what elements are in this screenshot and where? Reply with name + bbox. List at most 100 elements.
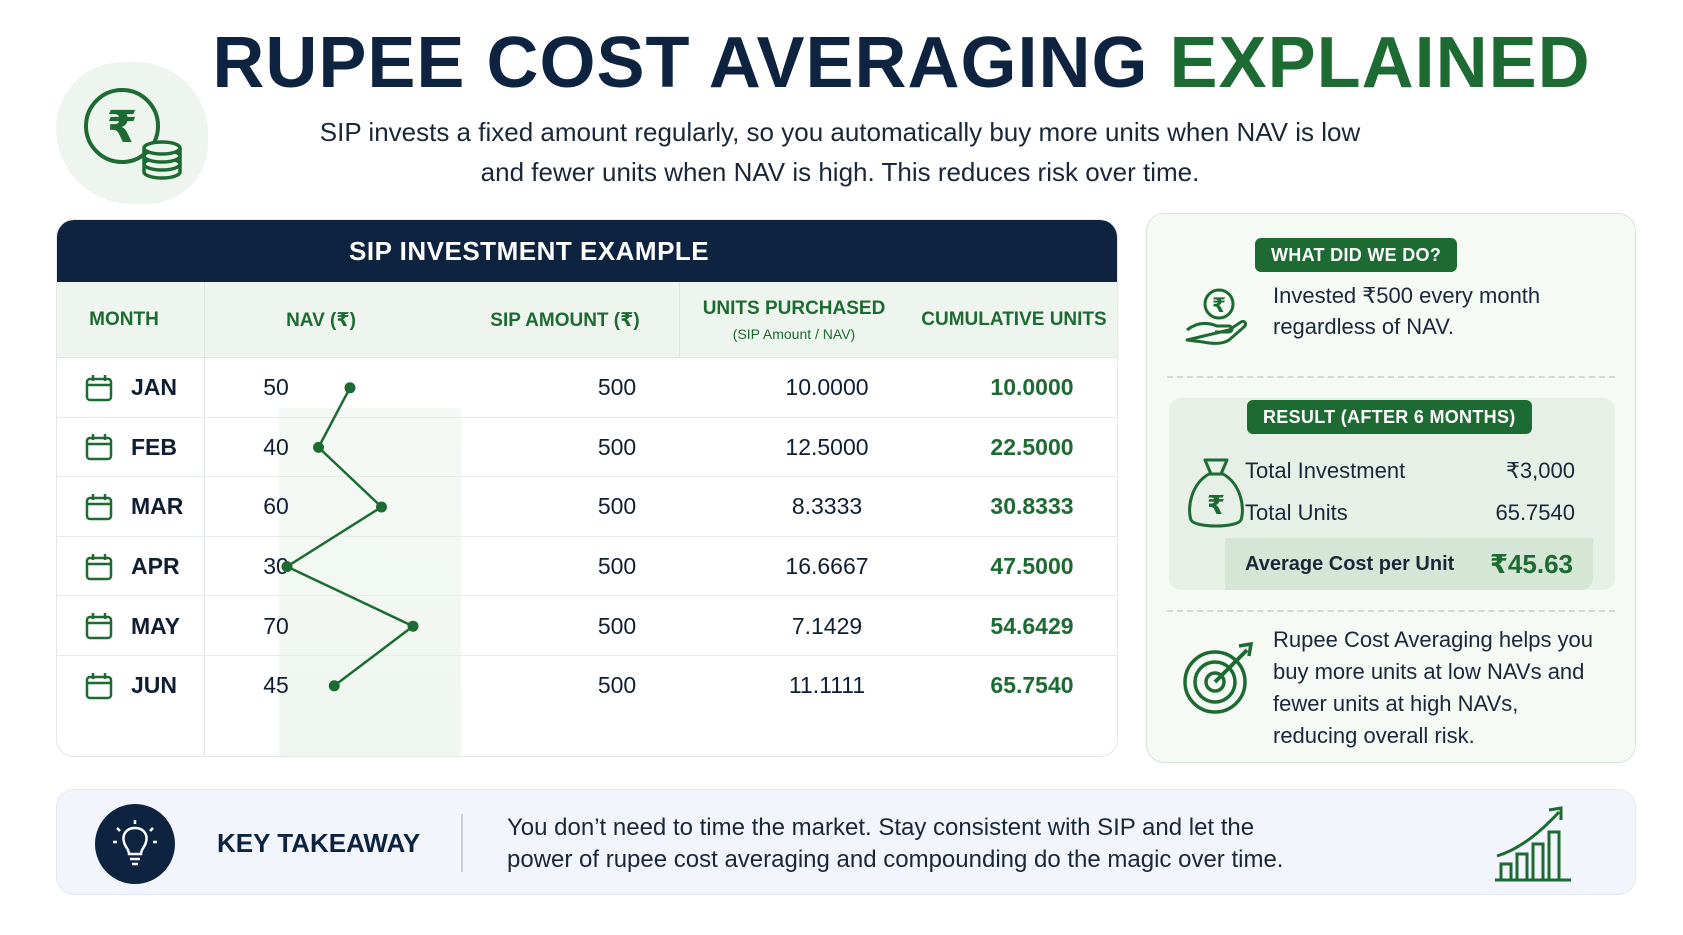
month-cell: MAY — [85, 596, 235, 656]
table-row: MAY 70 500 7.1429 54.6429 — [57, 596, 1117, 656]
sip-cell: 500 — [597, 493, 637, 520]
month-cell: APR — [85, 537, 235, 597]
col-cumulative: CUMULATIVE UNITS — [909, 282, 1117, 358]
what-pill: WHAT DID WE DO? — [1255, 238, 1458, 272]
total-units-row: Total Units 65.7540 — [1245, 500, 1575, 526]
nav-cell: 50 — [263, 374, 289, 401]
col-month-label: MONTH — [89, 309, 159, 330]
benefit-line-2: buy more units at low NAVs and — [1273, 659, 1585, 684]
benefit-line-4: reducing overall risk. — [1273, 723, 1475, 748]
total-investment-label: Total Investment — [1245, 458, 1406, 483]
sip-table-card: SIP INVESTMENT EXAMPLE MONTH NAV (₹) SIP… — [56, 219, 1118, 757]
lightbulb-badge — [95, 804, 175, 884]
units-cell: 16.6667 — [785, 553, 869, 580]
sip-cell: 500 — [597, 374, 637, 401]
col-sip: SIP AMOUNT (₹) — [451, 282, 679, 358]
divider-month — [204, 282, 205, 756]
nav-point-jun — [328, 680, 340, 692]
subtitle-line-2: and fewer units when NAV is high. This r… — [480, 157, 1200, 187]
divider-dashed-1 — [1167, 376, 1615, 378]
nav-trend-line — [281, 382, 419, 692]
target-icon — [1183, 641, 1254, 714]
sip-cell: 500 — [597, 612, 637, 639]
sip-cell: 500 — [597, 433, 637, 460]
col-units-label: UNITS PURCHASED — [702, 298, 886, 319]
month-label: MAR — [131, 493, 184, 520]
nav-point-feb — [313, 441, 324, 453]
month-label: MAY — [131, 612, 180, 639]
result-pill: RESULT (AFTER 6 MONTHS) — [1247, 400, 1532, 434]
total-investment-row: Total Investment ₹3,000 — [1245, 458, 1575, 484]
nav-point-mar — [376, 501, 387, 513]
takeaway-label: KEY TAKEAWAY — [217, 828, 421, 858]
nav-series-line — [284, 387, 416, 687]
units-cell: 10.0000 — [785, 374, 869, 401]
month-cell: FEB — [85, 418, 235, 478]
cumulative-cell: 47.5000 — [990, 553, 1074, 580]
rupee-coins-icon: ₹ — [84, 88, 182, 180]
growth-chart-icon — [1495, 806, 1571, 882]
what-text-line-2: regardless of NAV. — [1273, 314, 1454, 339]
svg-text:₹: ₹ — [107, 102, 138, 153]
sip-cell: 500 — [597, 672, 637, 699]
calendar-icon — [85, 374, 113, 402]
benefit-line-3: fewer units at high NAVs, — [1273, 691, 1519, 716]
average-cost-row: Average Cost per Unit ₹45.63 — [1225, 538, 1593, 590]
nav-cell: 60 — [263, 493, 289, 520]
nav-cell: 45 — [263, 672, 289, 699]
units-cell: 8.3333 — [791, 493, 863, 520]
month-cell: JUN — [85, 656, 235, 716]
units-cell: 11.1111 — [788, 672, 866, 699]
divider-sip — [679, 282, 680, 358]
divider-dashed-2 — [1167, 610, 1615, 612]
month-cell: MAR — [85, 477, 235, 537]
money-bag-icon: ₹ — [1188, 458, 1244, 528]
cumulative-cell: 65.7540 — [990, 672, 1074, 699]
col-units: UNITS PURCHASED (SIP Amount / NAV) — [679, 282, 909, 358]
month-label: APR — [131, 553, 180, 580]
sip-cell: 500 — [597, 553, 637, 580]
average-cost-value: ₹45.63 — [1489, 548, 1573, 579]
units-cell: 12.5000 — [785, 433, 869, 460]
title-main: RUPEE COST AVERAGING — [212, 23, 1149, 103]
table-column-headers: MONTH NAV (₹) SIP AMOUNT (₹) UNITS PURCH… — [57, 282, 1117, 358]
calendar-icon — [85, 434, 113, 461]
svg-text:₹: ₹ — [1207, 491, 1225, 521]
col-cumulative-label: CUMULATIVE UNITS — [921, 309, 1107, 330]
takeaway-divider — [461, 814, 463, 872]
month-label: JAN — [131, 374, 178, 401]
nav-cell: 40 — [263, 433, 289, 460]
calendar-icon — [85, 672, 113, 700]
logo-badge: ₹ — [56, 62, 208, 204]
lightbulb-icon — [113, 820, 157, 866]
table-row: APR 30 500 16.6667 47.5000 — [57, 537, 1117, 597]
table-row: FEB 40 500 12.5000 22.5000 — [57, 418, 1117, 478]
page-title: RUPEE COST AVERAGING EXPLAINED — [0, 22, 1683, 104]
cumulative-cell: 22.5000 — [990, 433, 1074, 460]
cumulative-cell: 10.0000 — [990, 374, 1074, 401]
col-nav: NAV (₹) — [191, 282, 451, 358]
nav-point-apr — [281, 561, 293, 573]
nav-point-may — [407, 620, 419, 632]
average-cost-label: Average Cost per Unit — [1245, 552, 1455, 575]
table-title: SIP INVESTMENT EXAMPLE — [57, 220, 1117, 282]
units-cell: 7.1429 — [791, 612, 863, 639]
nav-point-jan — [344, 382, 356, 394]
takeaway-line-2: power of rupee cost averaging and compou… — [507, 846, 1284, 873]
svg-text:₹: ₹ — [1212, 293, 1226, 317]
title-accent: EXPLAINED — [1169, 23, 1591, 103]
rupee-hand-icon: ₹ — [1185, 288, 1247, 345]
cumulative-cell: 54.6429 — [990, 612, 1074, 639]
page-subtitle: SIP invests a fixed amount regularly, so… — [260, 112, 1420, 192]
cumulative-cell: 30.8333 — [990, 493, 1074, 520]
table-row: JUN 45 500 11.1111 65.7540 — [57, 656, 1117, 716]
month-label: JUN — [131, 672, 178, 699]
table-row: JAN 50 500 10.0000 10.0000 — [57, 358, 1117, 418]
benefit-line-1: Rupee Cost Averaging helps you — [1273, 627, 1594, 652]
nav-cell: 70 — [263, 612, 289, 639]
col-units-sub: (SIP Amount / NAV) — [732, 326, 856, 342]
nav-chart-band — [279, 408, 461, 756]
what-text-line-1: Invested ₹500 every month — [1273, 283, 1541, 308]
takeaway-text: You don’t need to time the market. Stay … — [507, 812, 1367, 876]
col-sip-label: SIP AMOUNT (₹) — [490, 309, 640, 331]
